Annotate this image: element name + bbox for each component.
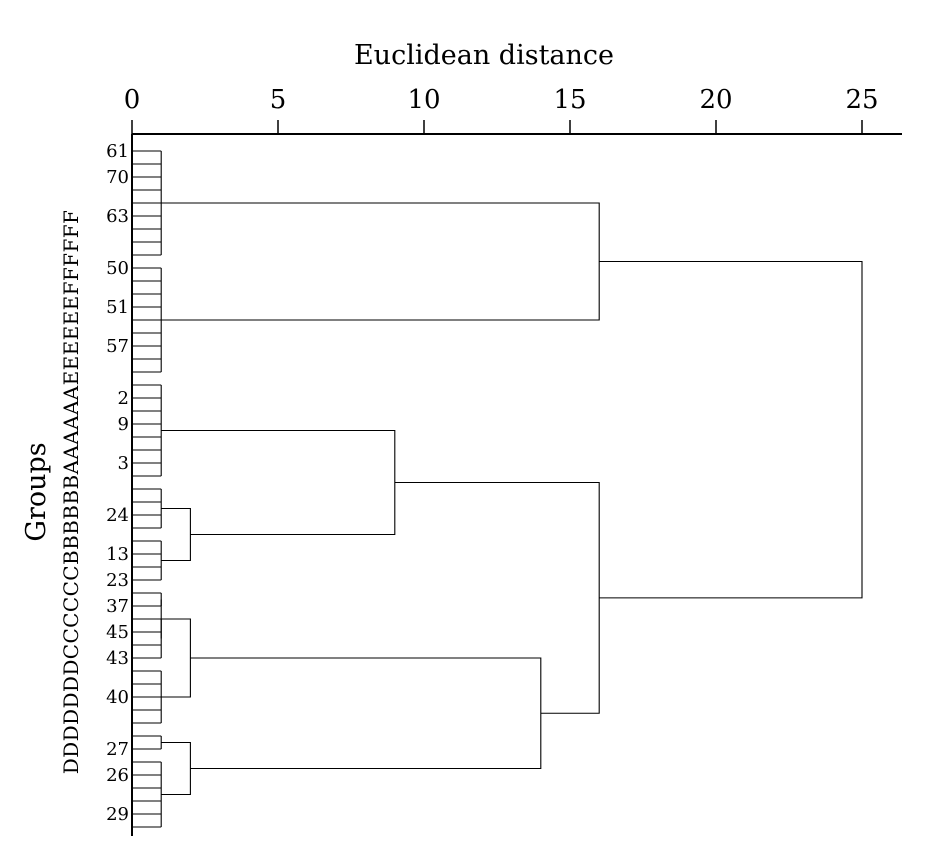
x-axis-title: Euclidean distance: [354, 40, 614, 71]
leaf-label: 29: [106, 804, 129, 825]
dendrogram-leaves: [132, 150, 162, 828]
merge-link: [161, 618, 191, 698]
leaf-label: 63: [106, 206, 129, 227]
dendrogram-links: [160, 202, 863, 796]
leaf-label: 26: [106, 765, 129, 786]
merge-link: [394, 481, 600, 714]
leaf-label: 9: [118, 414, 129, 435]
leaf-label: 23: [106, 570, 129, 591]
merge-link: [161, 507, 191, 562]
leaf-label: 61: [106, 141, 129, 162]
merge-link: [161, 429, 396, 536]
merge-link: [161, 741, 191, 796]
leaf-label: 70: [106, 167, 129, 188]
x-tick-label: 15: [553, 85, 586, 115]
leaf-label: 51: [106, 297, 129, 318]
x-tick-label: 5: [270, 85, 287, 115]
x-tick-label: 25: [845, 85, 878, 115]
merge-link: [161, 202, 600, 321]
leaf-label: 37: [106, 596, 129, 617]
leaf-label: 45: [106, 622, 129, 643]
leaf-label: 2: [118, 388, 129, 409]
merge-link: [599, 260, 863, 599]
leaf-label: 27: [106, 739, 129, 760]
leaf-label: 13: [106, 544, 129, 565]
group-letters: DDDDDDDCCCCCCBBBBBBAAAAAAEEEEEEFFFFFF: [59, 210, 83, 775]
leaf-label: 57: [106, 336, 129, 357]
leaf-label: 40: [106, 687, 129, 708]
leaf-label: 43: [106, 648, 129, 669]
y-axis-title: Groups: [21, 442, 52, 541]
x-axis-ticks: 0 5 10 15 20 25: [124, 85, 879, 134]
x-tick-label: 10: [407, 85, 440, 115]
merge-link: [190, 657, 542, 770]
x-tick-label: 20: [699, 85, 732, 115]
leaf-label: 24: [106, 505, 129, 526]
x-tick-label: 0: [124, 85, 141, 115]
leaf-label: 50: [106, 258, 129, 279]
leaf-label: 3: [118, 453, 129, 474]
